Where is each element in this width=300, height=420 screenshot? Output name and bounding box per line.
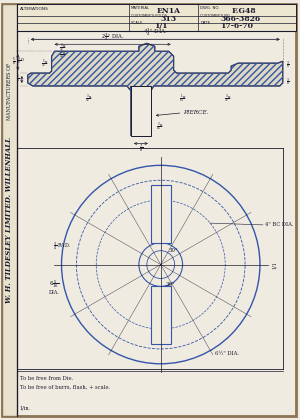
Polygon shape xyxy=(131,86,151,136)
Text: $\frac{3}{16}$D: $\frac{3}{16}$D xyxy=(16,55,25,67)
Text: 36°: 36° xyxy=(166,282,176,287)
Polygon shape xyxy=(151,185,171,243)
Text: DIA.: DIA. xyxy=(49,290,59,295)
Polygon shape xyxy=(151,286,171,344)
Text: 6½" DIA.: 6½" DIA. xyxy=(215,352,239,356)
Text: $\frac{3}{4}$ RAD.: $\frac{3}{4}$ RAD. xyxy=(53,241,71,252)
Text: $4\frac{3}{4}$" DIA.: $4\frac{3}{4}$" DIA. xyxy=(143,26,168,38)
Text: DATE: DATE xyxy=(200,21,211,26)
Text: $\frac{1}{64}$R: $\frac{1}{64}$R xyxy=(179,94,188,105)
Text: SCALE: SCALE xyxy=(131,21,143,26)
Text: $\frac{5}{8}$: $\frac{5}{8}$ xyxy=(12,56,16,68)
Text: $6\frac{5}{16}$: $6\frac{5}{16}$ xyxy=(49,278,59,290)
Text: ALTERATIONS: ALTERATIONS xyxy=(20,7,49,10)
Polygon shape xyxy=(17,4,296,32)
Text: $\frac{3}{32}$R: $\frac{3}{32}$R xyxy=(59,43,68,54)
Text: $\frac{3}{16}$R: $\frac{3}{16}$R xyxy=(156,122,164,133)
Text: 313: 313 xyxy=(161,15,177,23)
Polygon shape xyxy=(2,4,17,416)
Text: W. H. TILDESLEY LIMITED. WILLENHALL: W. H. TILDESLEY LIMITED. WILLENHALL xyxy=(5,137,14,303)
Text: 1/1: 1/1 xyxy=(272,261,277,268)
Text: MATERIAL: MATERIAL xyxy=(131,5,150,10)
Text: 4" BC DIA.: 4" BC DIA. xyxy=(265,222,293,227)
Text: DWG. NO.: DWG. NO. xyxy=(200,5,220,10)
Text: CUSTOMER'S NO.: CUSTOMER'S NO. xyxy=(200,13,231,18)
Text: 30°: 30° xyxy=(169,248,178,253)
Text: CUSTOMER'S FOLDS: CUSTOMER'S FOLDS xyxy=(131,13,167,18)
Text: $\frac{3}{32}$R: $\frac{3}{32}$R xyxy=(224,94,232,105)
Polygon shape xyxy=(28,43,283,136)
Text: To be free from Die.: To be free from Die. xyxy=(20,376,73,381)
Text: $\frac{3}{32}$R: $\frac{3}{32}$R xyxy=(59,50,68,61)
Text: $\frac{3}{8}$: $\frac{3}{8}$ xyxy=(286,76,290,88)
Text: $\frac{3}{32}$R: $\frac{3}{32}$R xyxy=(85,94,94,105)
Text: EN1A: EN1A xyxy=(157,7,181,15)
Text: MANUFACTURERS OF: MANUFACTURERS OF xyxy=(7,62,12,120)
Text: $\frac{3}{8}$: $\frac{3}{8}$ xyxy=(286,60,290,71)
Text: $\frac{7}{8}$: $\frac{7}{8}$ xyxy=(139,142,143,154)
Text: To be free of burrs, flash, + scale.: To be free of burrs, flash, + scale. xyxy=(20,385,110,390)
Text: 366-3826: 366-3826 xyxy=(220,15,260,23)
Text: F.G48: F.G48 xyxy=(231,7,256,15)
Text: $\frac{5}{32}$R: $\frac{5}{32}$R xyxy=(41,59,50,70)
Text: 1/1: 1/1 xyxy=(154,23,167,31)
Text: 1/in.: 1/in. xyxy=(20,406,31,411)
Text: 17-6-70: 17-6-70 xyxy=(220,23,253,31)
Text: $2\frac{3}{4}$" DIA.: $2\frac{3}{4}$" DIA. xyxy=(101,32,124,43)
Text: $\frac{5}{8}$: $\frac{5}{8}$ xyxy=(16,74,20,85)
Text: PIERCE.: PIERCE. xyxy=(184,110,209,115)
